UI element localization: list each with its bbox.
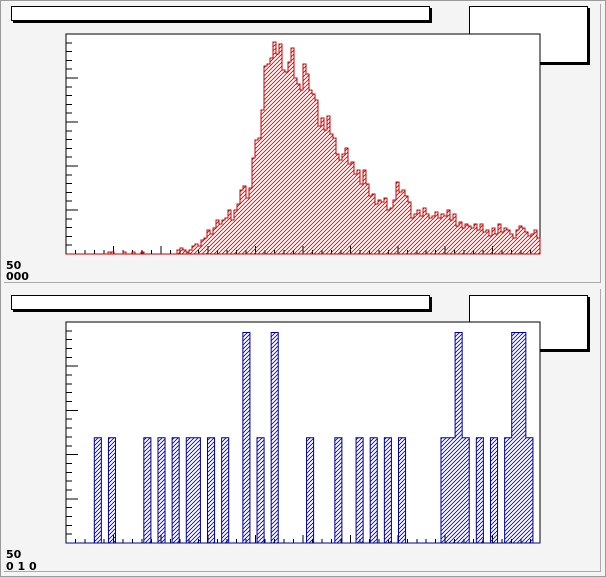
top-axis-label-2: 000 [6,270,29,283]
top-axis-label-1: 50 [6,259,22,272]
top-title-box [11,6,430,21]
top-histogram-series [66,41,541,255]
bottom-axis-label-1: 50 [6,548,22,561]
bottom-title-box [11,295,430,310]
top-y-axis [66,33,78,255]
bottom-histogram-series [66,332,540,544]
bottom-y-axis [66,321,78,544]
bottom-axis-label-2: 0 1 0 [6,560,37,573]
